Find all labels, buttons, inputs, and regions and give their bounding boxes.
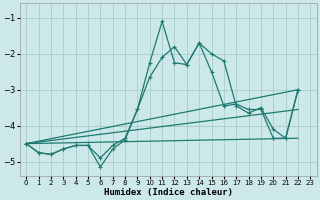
X-axis label: Humidex (Indice chaleur): Humidex (Indice chaleur)	[104, 188, 233, 197]
